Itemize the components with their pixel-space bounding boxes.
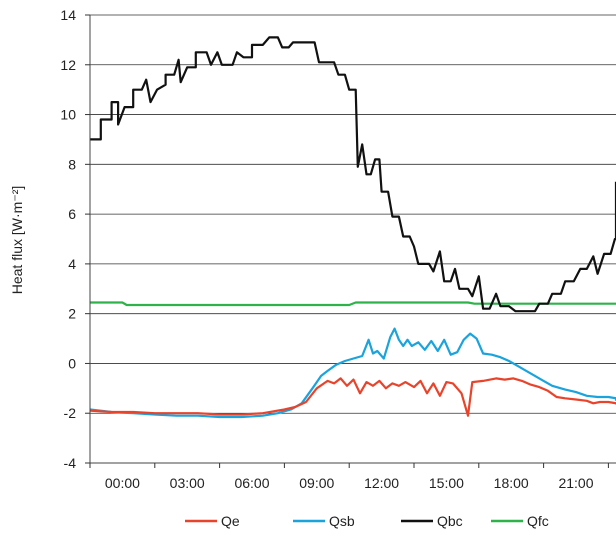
y-tick-label-8: 12 [60,57,76,73]
grid-lines [90,14,616,464]
x-tick-labels: 00:00 03:00 06:00 09:00 12:00 15:00 18:00 21:00 [89,463,609,491]
x-tick-label-4: 12:00 [364,475,399,491]
series-layer [89,36,616,419]
x-tick-label-6: 18:00 [494,475,529,491]
legend-label-qe: Qe [221,513,240,529]
y-tick-label-3: 2 [68,306,76,322]
legend: Qe Qsb Qbc Qfc [185,513,549,529]
y-tick-label-9: 14 [60,7,76,23]
legend-label-qfc: Qfc [527,513,549,529]
y-tick-label-2: 0 [68,355,76,371]
y-tick-label-4: 4 [68,256,76,272]
legend-label-qbc: Qbc [437,513,463,529]
axes [89,15,616,464]
y-tick-label-7: 10 [60,107,76,123]
y-tick-labels: -4 -2 0 2 4 6 8 10 12 14 [60,7,90,471]
y-tick-label-6: 8 [68,156,76,172]
x-tick-label-0: 00:00 [105,475,140,491]
y-tick-label-1: -2 [64,405,77,421]
x-tick-label-1: 03:00 [170,475,205,491]
x-tick-label-7: 21:00 [558,475,593,491]
series-line-qsb [89,327,616,419]
y-tick-label-0: -4 [64,455,77,471]
x-tick-label-5: 15:00 [429,475,464,491]
x-tick-label-2: 06:00 [234,475,269,491]
series-line-qfc [90,301,616,307]
x-tick-label-3: 09:00 [299,475,334,491]
y-axis-title: Heat flux [W·m⁻²] [9,186,25,295]
y-tick-label-5: 6 [68,206,76,222]
series-line-qbc [90,36,616,313]
series-line-qe [89,377,616,417]
legend-label-qsb: Qsb [329,513,355,529]
